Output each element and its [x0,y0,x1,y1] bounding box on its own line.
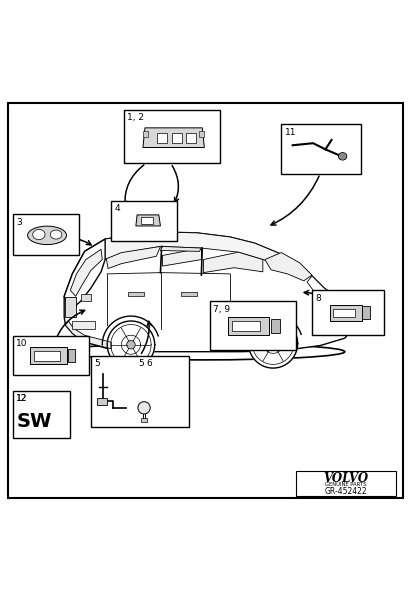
FancyBboxPatch shape [111,201,177,241]
Circle shape [269,339,277,348]
Polygon shape [203,252,263,273]
FancyBboxPatch shape [13,391,70,438]
FancyBboxPatch shape [91,356,189,427]
Text: SW: SW [16,412,52,431]
Bar [143,131,148,137]
Polygon shape [307,276,345,309]
Ellipse shape [58,344,345,360]
Polygon shape [70,249,102,296]
Bar [141,418,147,422]
Bar [68,349,75,362]
Bar [72,321,95,329]
Ellipse shape [33,230,45,240]
Bar [181,292,197,296]
Text: 10: 10 [16,340,28,349]
Text: 6: 6 [146,359,152,368]
Ellipse shape [138,401,150,414]
Bar [333,309,356,317]
Polygon shape [136,215,160,226]
Polygon shape [106,246,160,269]
Bar [157,133,168,144]
FancyBboxPatch shape [312,290,384,335]
Ellipse shape [28,226,67,245]
Bar [30,347,67,364]
Bar [330,305,362,321]
Text: 5: 5 [94,359,100,368]
Polygon shape [160,246,201,251]
Ellipse shape [50,230,62,239]
Text: 12: 12 [16,394,28,403]
Bar [363,307,370,319]
Text: GR-452422: GR-452422 [324,487,367,496]
Polygon shape [101,231,300,267]
FancyBboxPatch shape [281,124,361,174]
Polygon shape [265,252,312,281]
Text: 12: 12 [16,394,28,403]
FancyBboxPatch shape [210,301,296,350]
Circle shape [249,319,298,368]
Text: 1, 2: 1, 2 [127,114,144,123]
FancyBboxPatch shape [13,336,89,375]
Ellipse shape [339,153,347,160]
Bar [232,321,260,331]
Text: VOLVO: VOLVO [323,472,368,484]
Bar [141,217,152,224]
Circle shape [127,340,135,349]
Polygon shape [64,231,353,352]
Bar [186,133,196,144]
Text: 11: 11 [284,127,296,136]
Bar [81,294,91,300]
Text: GENUINE PARTS: GENUINE PARTS [325,482,367,487]
Polygon shape [162,248,201,266]
Bar [128,292,144,296]
Bar [199,131,204,137]
Circle shape [107,321,155,368]
Text: 8: 8 [315,293,321,302]
Bar [97,398,107,405]
Bar [34,350,60,361]
Bar [171,133,182,144]
Polygon shape [65,321,111,349]
Text: 7, 9: 7, 9 [213,305,230,314]
Circle shape [340,154,345,159]
FancyBboxPatch shape [124,110,220,163]
Text: 3: 3 [16,218,22,227]
Polygon shape [64,239,105,310]
Text: 4: 4 [115,204,120,213]
Bar [343,313,352,329]
Polygon shape [143,128,204,147]
Bar [228,317,269,335]
FancyBboxPatch shape [296,471,396,496]
Bar [271,319,280,334]
FancyBboxPatch shape [13,215,79,255]
Text: 5: 5 [138,359,144,368]
FancyBboxPatch shape [8,103,403,498]
Bar [65,297,76,317]
